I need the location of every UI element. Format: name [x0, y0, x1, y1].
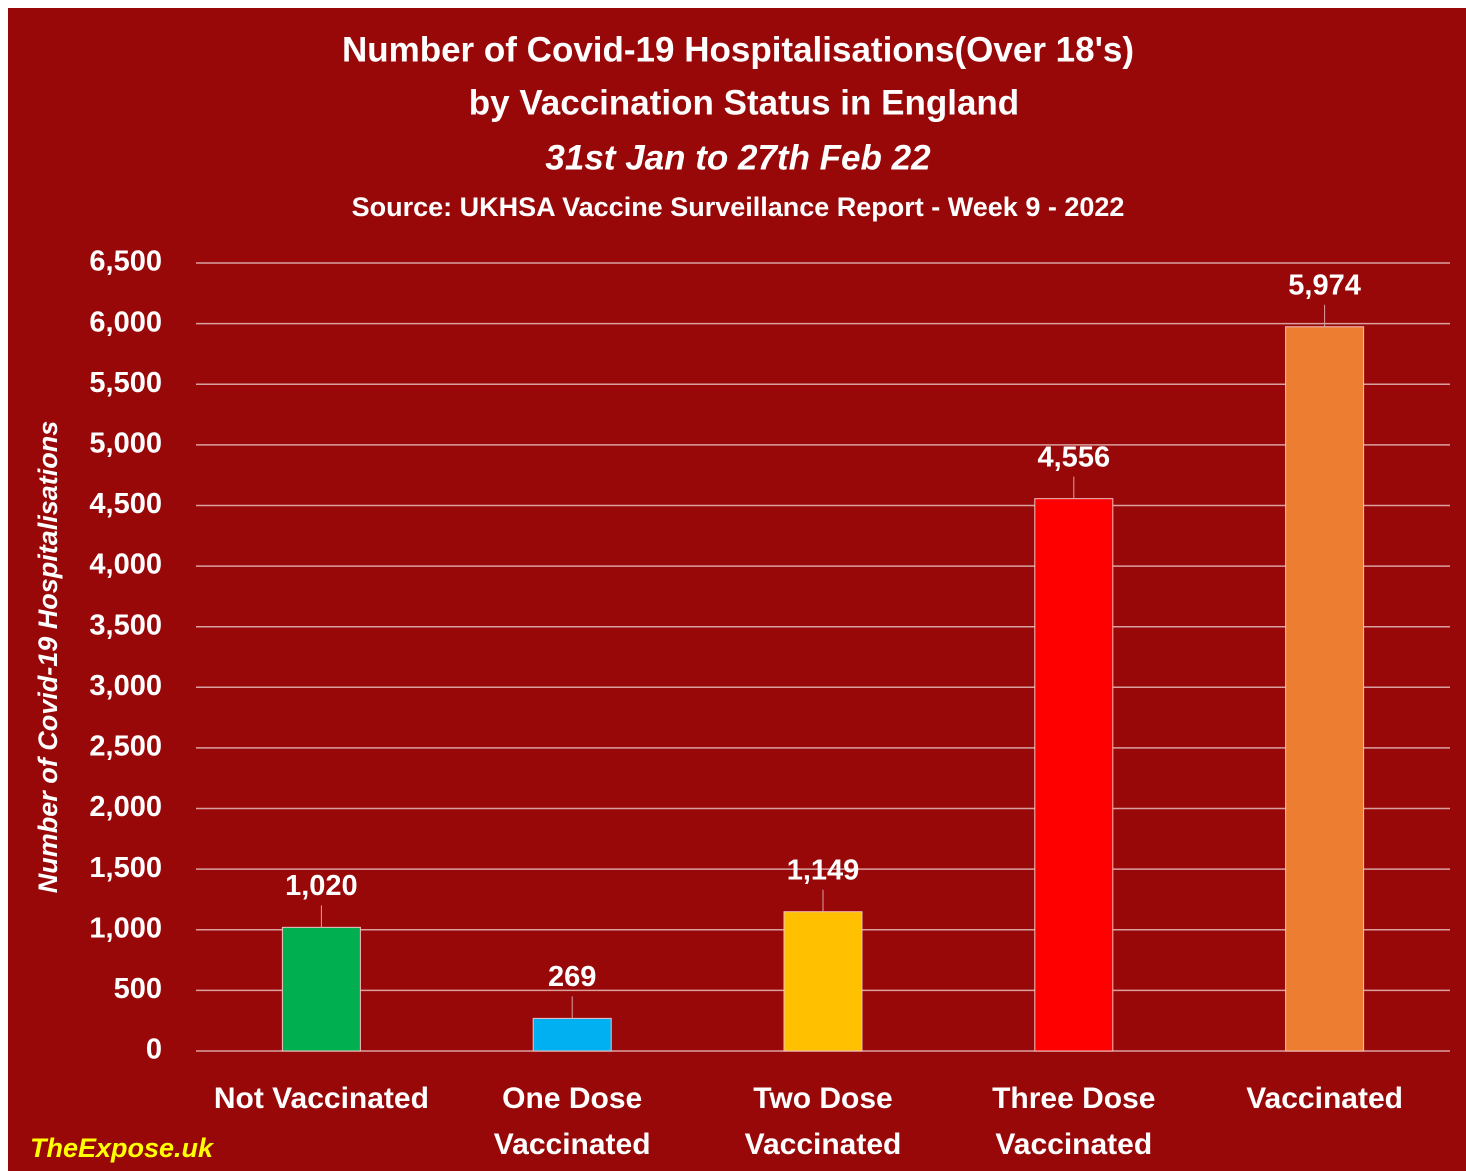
chart-title-line: by Vaccination Status in England — [469, 83, 1019, 122]
chart-subtitle: 31st Jan to 27th Feb 22 — [545, 138, 931, 177]
bar — [1034, 498, 1114, 1052]
data-label: 1,149 — [787, 854, 860, 886]
chart-background — [8, 8, 1466, 1171]
bar — [281, 926, 361, 1052]
bar — [532, 1017, 612, 1052]
x-tick-label: Vaccinated — [1246, 1082, 1403, 1115]
y-tick-label: 6,000 — [89, 306, 162, 338]
chart-title-line: Number of Covid-19 Hospitalisations(Over… — [342, 30, 1134, 69]
chart-source: Source: UKHSA Vaccine Surveillance Repor… — [352, 192, 1125, 222]
y-tick-label: 3,000 — [89, 670, 162, 702]
y-tick-label: 6,500 — [89, 246, 162, 278]
x-tick-label: Not Vaccinated — [213, 1082, 429, 1115]
data-label: 1,020 — [285, 870, 358, 902]
y-tick-label: 500 — [114, 973, 162, 1005]
y-tick-label: 1,500 — [89, 852, 162, 884]
y-tick-label: 3,500 — [89, 609, 162, 641]
bar — [1285, 326, 1365, 1052]
y-tick-label: 5,000 — [89, 428, 162, 460]
y-tick-label: 4,500 — [89, 488, 162, 520]
y-tick-label: 1,000 — [89, 912, 162, 944]
data-label: 4,556 — [1038, 441, 1111, 473]
bar — [783, 911, 863, 1052]
y-tick-label: 5,500 — [89, 367, 162, 399]
y-tick-label: 0 — [146, 1034, 162, 1066]
data-label: 269 — [548, 961, 596, 993]
x-tick-label: Two Dose Vaccinated — [744, 1082, 902, 1161]
x-tick-label: Three Dose Vaccinated — [992, 1082, 1156, 1161]
watermark: TheExpose.uk — [30, 1133, 215, 1163]
x-tick-label: One Dose Vaccinated — [493, 1082, 651, 1161]
y-tick-label: 2,000 — [89, 791, 162, 823]
y-tick-label: 2,500 — [89, 731, 162, 763]
data-label: 5,974 — [1288, 269, 1361, 301]
y-tick-label: 4,000 — [89, 549, 162, 581]
y-axis-label: Number of Covid-19 Hospitalisations — [33, 421, 63, 894]
